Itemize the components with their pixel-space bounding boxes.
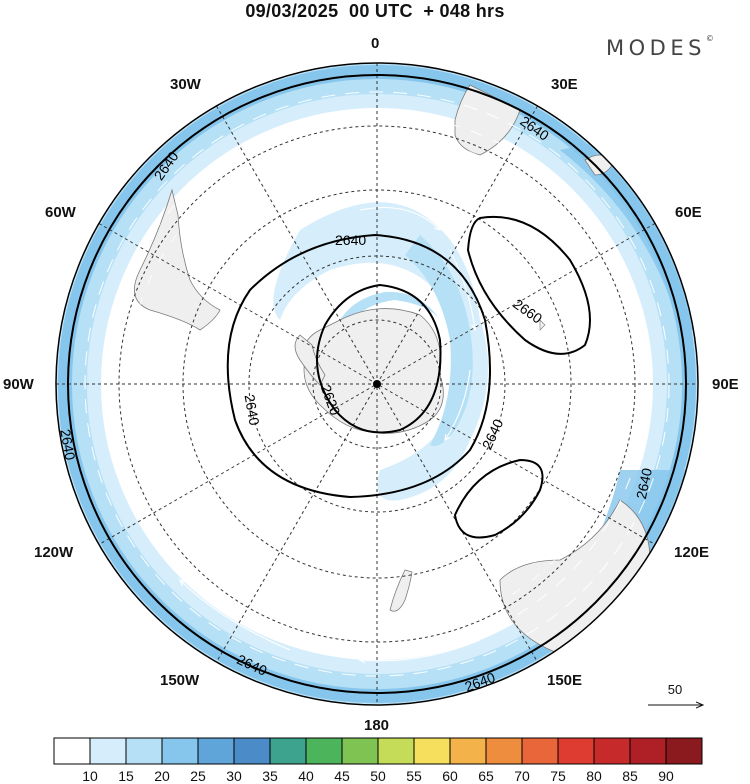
lon-label-150w: 150W — [160, 672, 200, 689]
colorbar-swatch — [161, 737, 199, 765]
lon-label-30e: 30E — [551, 76, 578, 93]
contour-label: 2640 — [633, 466, 655, 500]
lon-label-90w: 90W — [3, 376, 34, 393]
south-pole-marker — [373, 380, 381, 388]
colorbar-tick-label: 40 — [298, 768, 314, 784]
colorbar-tick-label: 30 — [226, 768, 242, 784]
colorbar-swatch — [485, 737, 523, 765]
colorbar-swatch — [89, 737, 127, 765]
colorbar-swatch — [377, 737, 415, 765]
colorbar-tick-label: 10 — [82, 768, 98, 784]
contour-2640-inner — [226, 233, 491, 499]
colorbar-tick-label: 55 — [406, 768, 422, 784]
colorbar-swatch — [233, 737, 271, 765]
brand-logo: MODES© — [606, 34, 714, 60]
colorbar-swatch — [341, 737, 379, 765]
colorbar-tick-label: 80 — [586, 768, 602, 784]
lon-label-30w: 30W — [170, 76, 201, 93]
map-frame — [55, 62, 699, 706]
lon-label-60w: 60W — [45, 204, 76, 221]
colorbar-tick-label: 20 — [154, 768, 170, 784]
copyright-mark: © — [705, 34, 714, 43]
colorbar-tick-label: 65 — [478, 768, 494, 784]
colorbar-swatch — [125, 737, 163, 765]
lon-label-90e: 90E — [712, 376, 739, 393]
colorbar-tick-label: 90 — [658, 768, 674, 784]
colorbar-swatch — [629, 737, 667, 765]
colorbar-tick-label: 45 — [334, 768, 350, 784]
colorbar-swatch — [197, 737, 235, 765]
contour-2640-outer — [67, 74, 687, 694]
colorbar-swatch — [53, 737, 91, 765]
lon-label-120w: 120W — [34, 544, 74, 561]
colorbar-swatch — [413, 737, 451, 765]
colorbar-swatch — [521, 737, 559, 765]
contour-label: 2640 — [242, 393, 263, 427]
colorbar-swatch — [593, 737, 631, 765]
reference-vector-label: 50 — [668, 682, 682, 697]
colorbar-tick-label: 25 — [190, 768, 206, 784]
colorbar-tick-label: 15 — [118, 768, 134, 784]
lon-label-150e: 150E — [547, 672, 583, 689]
colorbar-tick-label: 60 — [442, 768, 458, 784]
colorbar-tick-label: 35 — [262, 768, 278, 784]
colorbar-tick-label: 85 — [622, 768, 638, 784]
kerguelen-island — [539, 319, 546, 331]
contour-2660 — [466, 216, 591, 355]
colorbar-tick-label: 50 — [370, 768, 386, 784]
colorbar-swatch — [305, 737, 343, 765]
wind-band-inner-mid — [405, 235, 473, 446]
lon-label-180: 180 — [364, 717, 390, 734]
contour-2620 — [316, 283, 442, 434]
colorbar-swatch — [665, 737, 703, 765]
colorbar — [53, 737, 703, 765]
lon-label-60e: 60E — [675, 204, 702, 221]
south-america — [133, 188, 221, 331]
wind-band-polar — [330, 291, 440, 350]
colorbar-tick-label: 75 — [550, 768, 566, 784]
contour-2640-closed-se — [453, 458, 544, 539]
lon-label-0: 0 — [371, 35, 380, 52]
graticule — [56, 63, 698, 705]
new-zealand — [389, 569, 413, 612]
contour-label: 2640 — [335, 232, 366, 248]
colorbar-swatch — [557, 737, 595, 765]
map-title: 09/03/2025 00 UTC + 048 hrs — [245, 1, 505, 21]
lon-label-120e: 120E — [674, 544, 710, 561]
height-contours — [67, 74, 687, 694]
colorbar-swatch — [449, 737, 487, 765]
colorbar-tick-label: 70 — [514, 768, 530, 784]
brand-name: MODES — [606, 36, 706, 60]
colorbar-swatch — [269, 737, 307, 765]
